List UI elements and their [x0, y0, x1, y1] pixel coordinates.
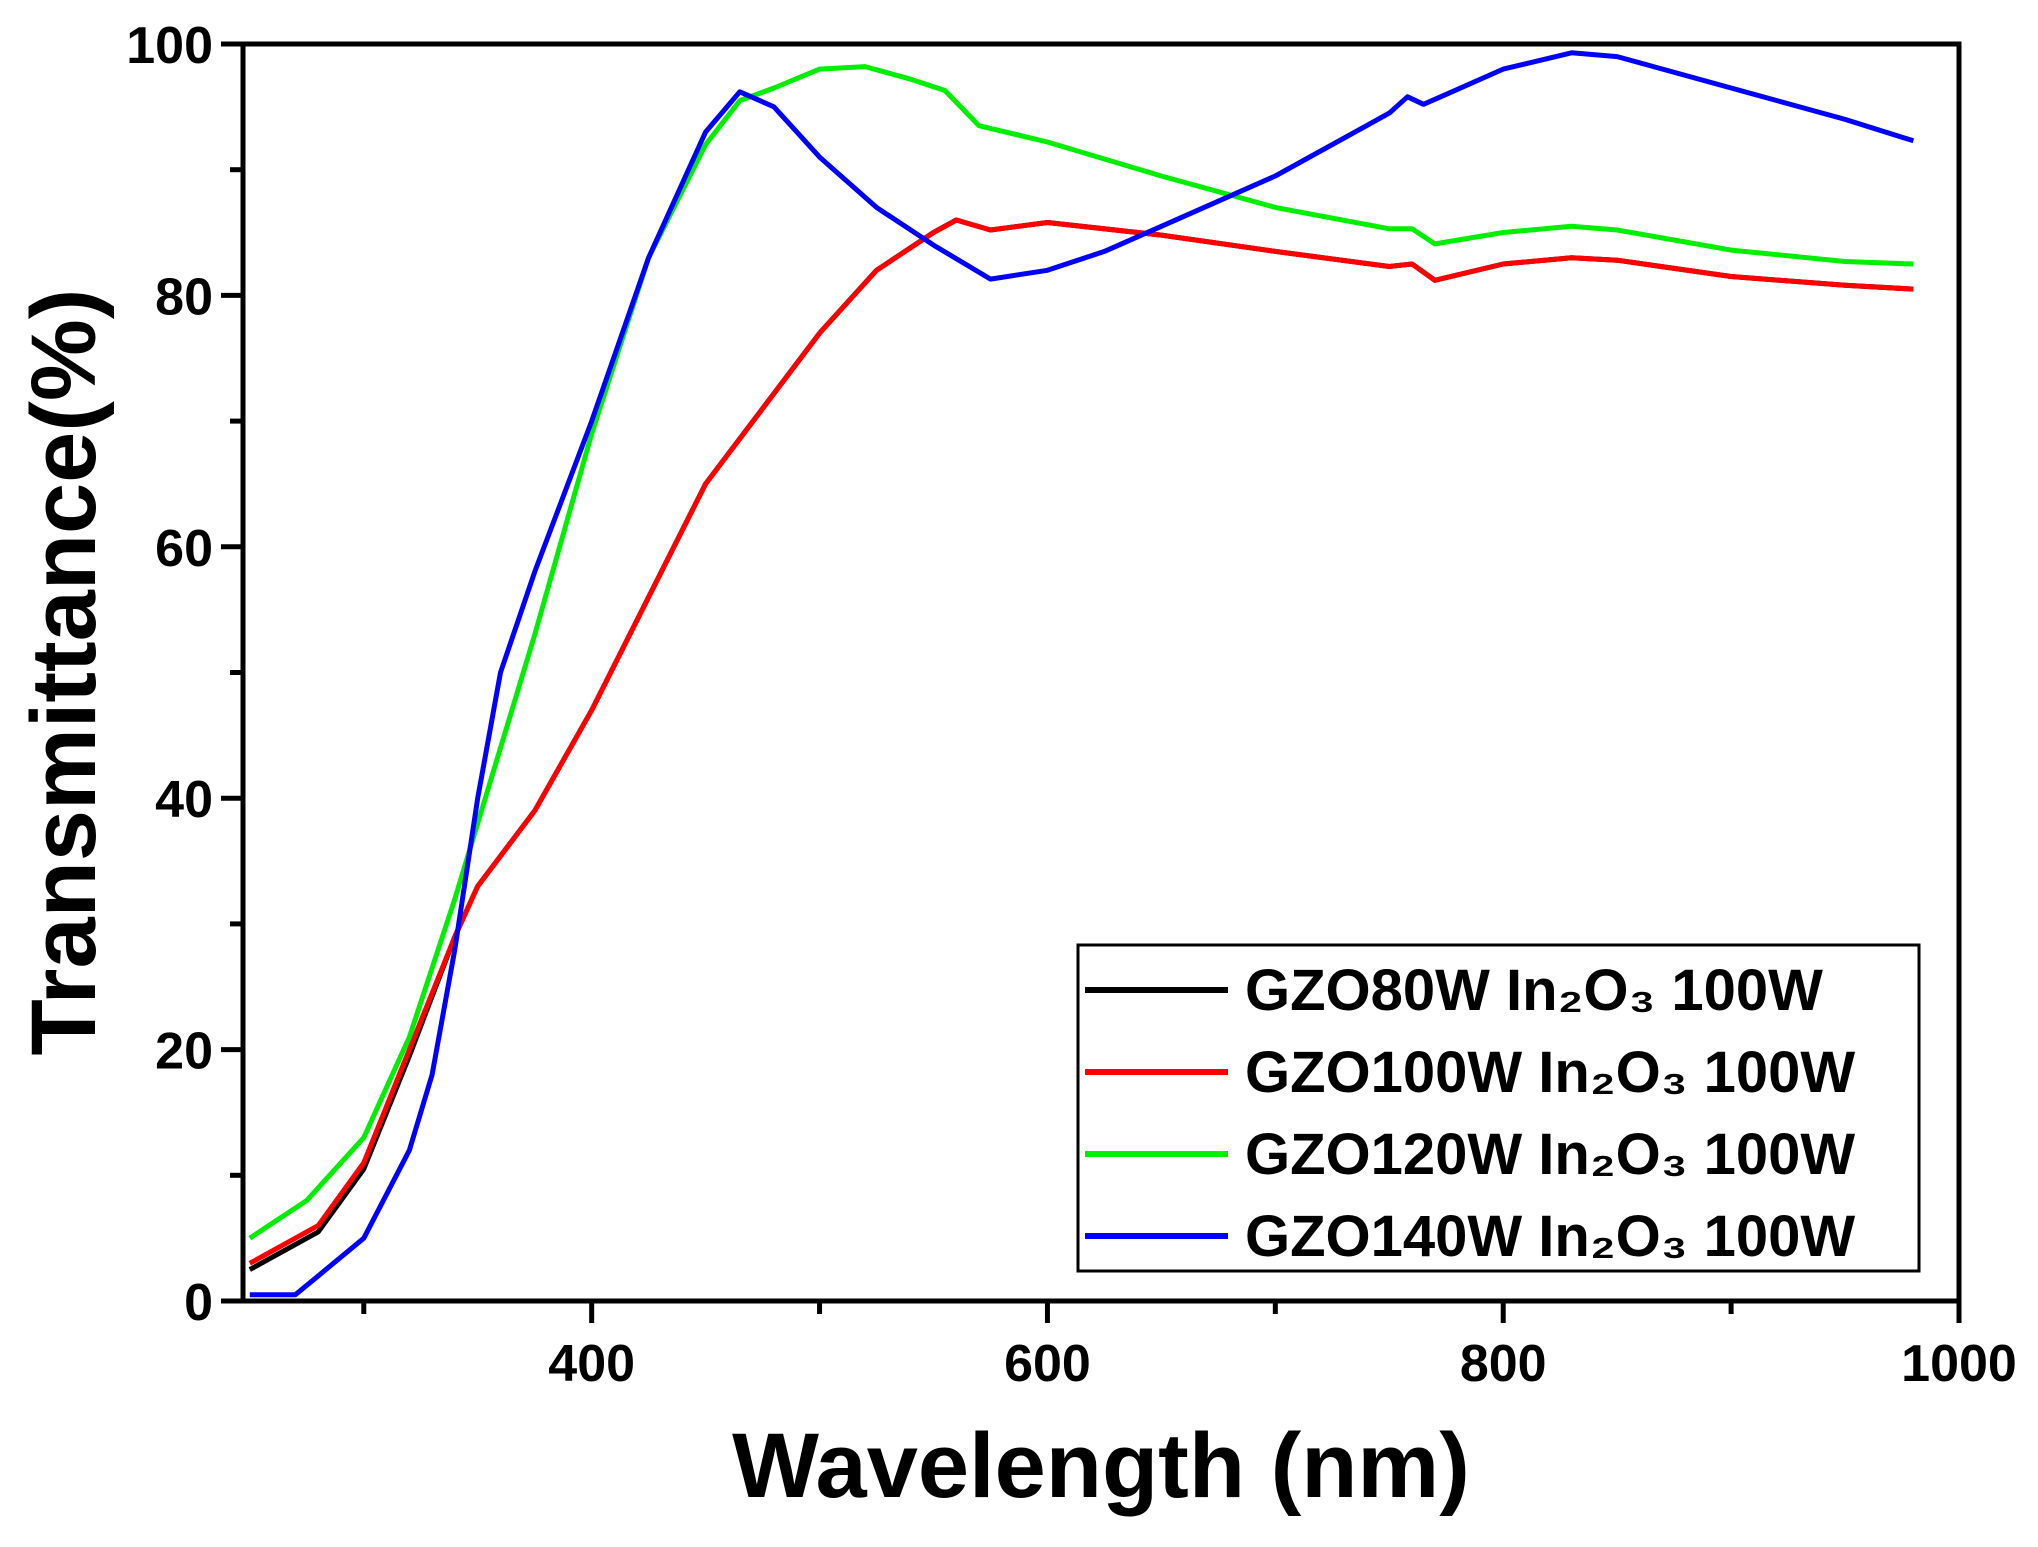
y-tick-label: 80 — [155, 268, 213, 326]
legend-label-3: GZO140W In₂O₃ 100W — [1245, 1204, 1855, 1269]
y-tick-label: 100 — [126, 17, 213, 75]
plot-marks — [248, 50, 1915, 1298]
series-line-1 — [248, 217, 1914, 1266]
legend-label-2: GZO120W In₂O₃ 100W — [1245, 1122, 1855, 1187]
legend: GZO80W In₂O₃ 100W GZO100W In₂O₃ 100W GZO12… — [1076, 943, 1921, 1273]
x-axis-title: Wavelength (nm) — [732, 1415, 1470, 1517]
x-tick-label: 400 — [548, 1335, 635, 1393]
y-tick-label: 0 — [184, 1274, 213, 1332]
y-axis-title: Transmittance(%) — [13, 289, 115, 1056]
x-tick-label: 800 — [1460, 1335, 1547, 1393]
y-tick-label: 20 — [155, 1023, 213, 1081]
legend-label-0: GZO80W In₂O₃ 100W — [1245, 958, 1823, 1023]
legend-box — [1076, 943, 1921, 1273]
y-tick-label: 40 — [155, 771, 213, 829]
legend-label-1: GZO100W In₂O₃ 100W — [1245, 1040, 1855, 1105]
axis-ticks: 400 600 800 1000 0 20 40 60 80 100 — [126, 17, 2017, 1393]
x-tick-label: 1000 — [1901, 1335, 2017, 1393]
x-tick-label: 600 — [1004, 1335, 1091, 1393]
series-line-3 — [249, 50, 1915, 1298]
y-tick-label: 60 — [155, 520, 213, 578]
